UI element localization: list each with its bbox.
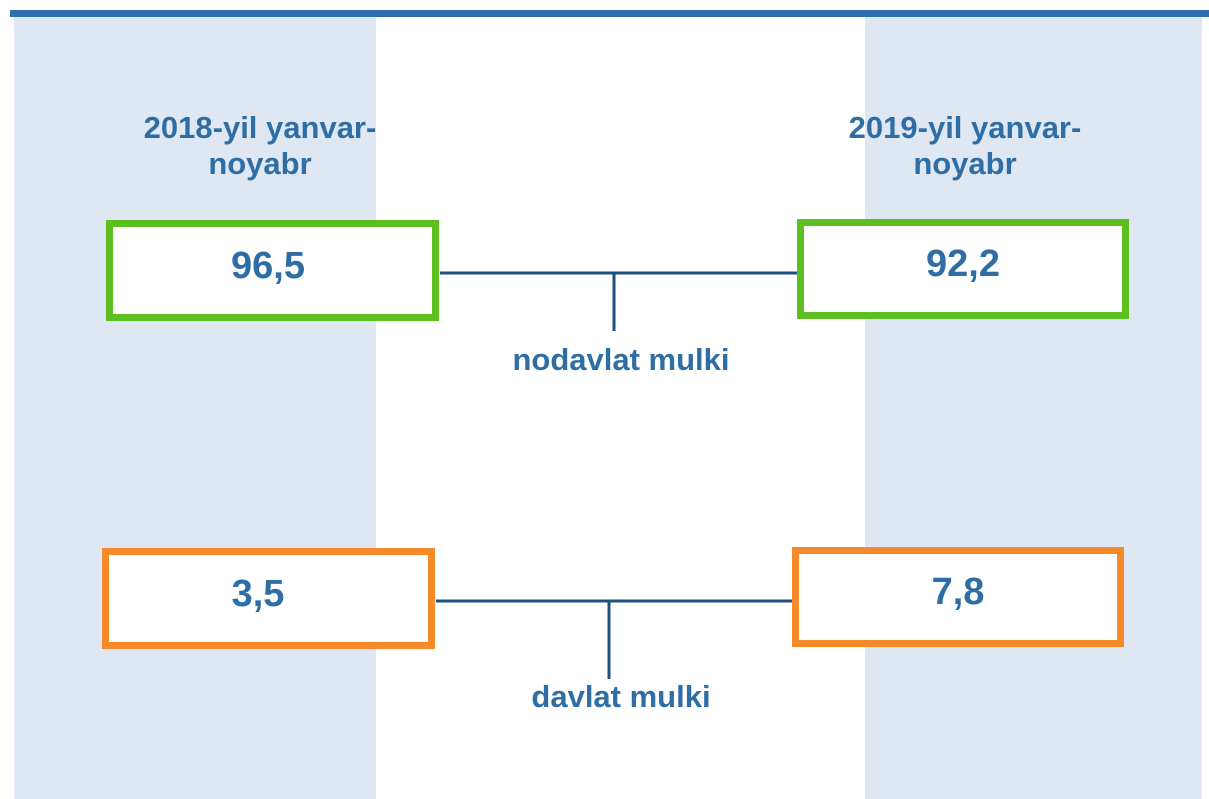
column-header: noyabr xyxy=(913,146,1016,181)
value: 7,8 xyxy=(932,571,985,613)
column-header: 2018-yil yanvar- xyxy=(144,110,377,145)
group-label: davlat mulki xyxy=(531,679,710,714)
top-bar xyxy=(10,10,1209,17)
column-header: 2019-yil yanvar- xyxy=(849,110,1082,145)
column-shade xyxy=(14,17,376,799)
value-box xyxy=(102,548,435,649)
value-box xyxy=(106,220,439,321)
value-box xyxy=(797,219,1129,319)
column-header: noyabr xyxy=(208,146,311,181)
group-label: nodavlat mulki xyxy=(512,342,729,377)
value: 92,2 xyxy=(926,243,1000,285)
value: 3,5 xyxy=(232,573,285,615)
column-shade xyxy=(865,17,1202,799)
value: 96,5 xyxy=(231,245,305,287)
value-box xyxy=(792,547,1124,647)
